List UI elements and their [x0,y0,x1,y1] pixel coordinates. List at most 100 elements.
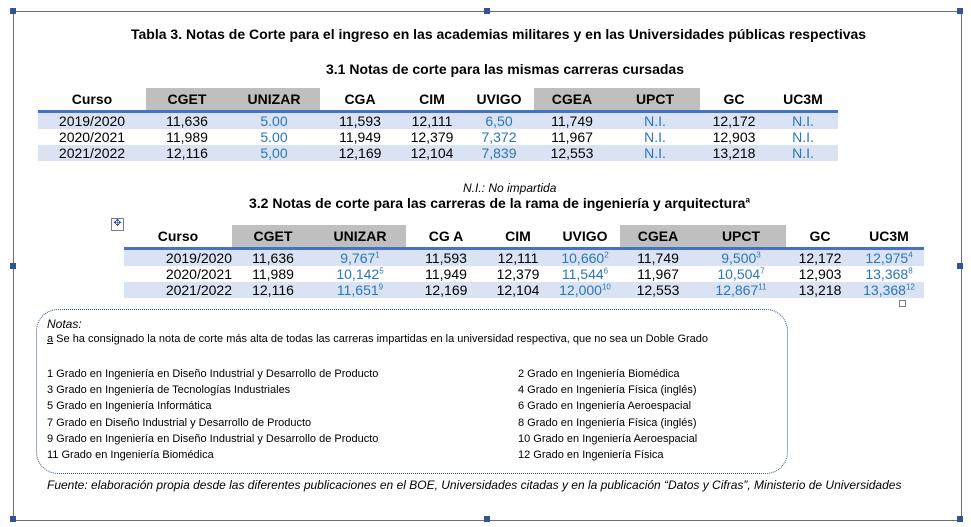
cell-cgea: 12,553 [620,282,696,298]
footnote-ref: 1 [375,250,380,260]
cell-cga: 11,949 [339,129,381,145]
cell-upct: N.I. [610,110,700,129]
list-item: 6 Grado en Ingeniería Aeroespacial [518,400,692,413]
table-title: Tabla 3. Notas de Corte para el ingreso … [131,26,867,42]
resize-handle-top-center[interactable] [484,8,490,14]
ni-footnote: N.I.: No impartida [463,181,557,195]
cell-value: 10,660 [561,250,605,266]
header-curso: Curso [71,91,113,107]
cell-value: 11,544 [561,266,604,282]
cell-cga: 11,593 [320,110,400,129]
table-resize-handle[interactable] [899,300,906,307]
footnote-ref: 5 [379,266,384,276]
header-uvigo: UVIGO [476,91,522,107]
list-item: 7 Grado en Diseño Industrial y Desarroll… [47,416,312,429]
cell-cim: 12,104 [486,282,550,298]
section-title-3-2-text: 3.2 Notas de corte para las carreras de … [249,195,746,211]
resize-handle-top-left[interactable] [10,8,16,14]
list-item: 4 Grado en Ingeniería Física (inglés) [518,384,697,397]
cell-cim: 12,379 [496,266,540,282]
list-item: 8 Grado en Ingeniería Física (inglés) [518,416,697,429]
cell-unizar: 5,00 [228,145,320,161]
table-row: 2020/2021 11,989 10,1425 11,949 12,379 1… [124,266,924,282]
cell-curso: 2021/2022 [124,282,232,298]
cell-cim: 12,379 [410,129,454,145]
header-uc3m: UC3M [783,91,823,107]
list-item: 5 Grado en Ingeniería Informática [47,400,212,413]
notes-box: Notas: a Se ha consignado la nota de cor… [36,309,788,474]
cell-gc: 13,218 [786,282,854,298]
header-cga: CG A [428,228,464,244]
header-cgea: CGEA [534,88,610,112]
cell-curso: 2020/2021 [58,129,126,145]
cell-uc3m: N.I. [792,129,814,145]
resize-handle-middle-left[interactable] [10,263,16,269]
cell-cget: 11,636 [232,247,314,266]
header-gc: GC [809,228,831,244]
cell-uvigo: 7,839 [464,145,534,161]
header-unizar: UNIZAR [314,225,406,249]
cell-value: 10,504 [717,266,761,282]
cell-unizar: 5.00 [260,129,288,145]
cell-uc3m: N.I. [768,145,838,161]
cell-cgea: 11,749 [534,110,610,129]
header-curso: Curso [157,228,199,244]
list-item: 12 Grado en Ingeniería Física [518,448,664,461]
table-row: 2021/2022 12,116 5,00 12,169 12,104 7,83… [38,145,838,161]
cell-cga: 11,949 [425,266,467,282]
footnote-ref: 9 [378,282,384,292]
footnote-ref: 11 [758,282,767,292]
header-cget: CGET [232,225,314,249]
cell-cgea: 11,967 [637,266,679,282]
cell-cget: 12,116 [232,282,314,298]
list-item: 2 Grado en Ingeniería Biomédica [518,368,680,380]
resize-handle-bottom-left[interactable] [10,516,16,522]
table-move-handle-icon[interactable]: ✥ [111,218,124,231]
cell-cget: 12,116 [146,145,228,161]
source-citation: Fuente: elaboración propia desde las dif… [47,478,902,492]
cell-upct: 12,86711 [696,282,786,298]
cell-value: 10,142 [336,266,380,282]
section-title-3-2: 3.2 Notas de corte para las carreras de … [249,195,750,211]
cell-cga: 12,169 [406,282,486,298]
cell-cga: 12,169 [320,145,400,161]
resize-handle-middle-right[interactable] [957,263,963,269]
cell-uvigo: 12,00010 [550,282,620,298]
cell-cgea: 11,749 [620,247,696,266]
footnote-ref: 6 [603,266,609,276]
cell-upct: N.I. [644,129,666,145]
resize-handle-bottom-center[interactable] [484,516,490,522]
cell-gc: 12,172 [786,247,854,266]
header-uc3m: UC3M [869,228,909,244]
footnote-ref: 2 [604,250,609,260]
cell-cgea: 11,967 [551,129,593,145]
header-uvigo: UVIGO [562,228,608,244]
resize-handle-bottom-right[interactable] [957,516,963,522]
cell-gc: 13,218 [700,145,768,161]
list-item: 10 Grado en Ingeniería Aeroespacial [518,432,698,445]
header-cim: CIM [419,91,445,107]
header-upct: UPCT [610,88,700,112]
footnote-column-left: 1 Grado en Ingeniería en Diseño Industri… [47,366,378,463]
cell-value: 13,368 [865,266,909,282]
footnote-ref: 10 [601,282,611,292]
resize-handle-top-right[interactable] [957,8,963,14]
header-unizar: UNIZAR [228,88,320,112]
cell-uc3m: 12,9754 [854,247,924,266]
table-row: 2019/2020 11,636 9,7671 11,593 12,111 10… [124,247,924,266]
cell-upct: 9,5003 [696,247,786,266]
cell-curso: 2020/2021 [165,266,232,282]
cell-cgea: 12,553 [534,145,610,161]
cell-uvigo: 7,372 [481,129,517,145]
cell-value: 9,767 [340,250,376,266]
note-a-text: Se ha consignado la nota de corte más al… [53,333,709,345]
list-item: 3 Grado en Ingeniería de Tecnologías Ind… [47,384,291,397]
cell-value: 12,000 [559,282,602,298]
cell-curso: 2021/2022 [38,145,146,161]
footnote-ref: 3 [756,250,761,260]
list-item: 1 Grado en Ingeniería en Diseño Industri… [47,368,379,380]
section-title-3-1: 3.1 Notas de corte para las mismas carre… [326,61,684,77]
cell-gc: 12,172 [700,110,768,129]
footnote-ref: 7 [760,266,765,276]
cell-uc3m: 13,3688 [854,266,924,282]
